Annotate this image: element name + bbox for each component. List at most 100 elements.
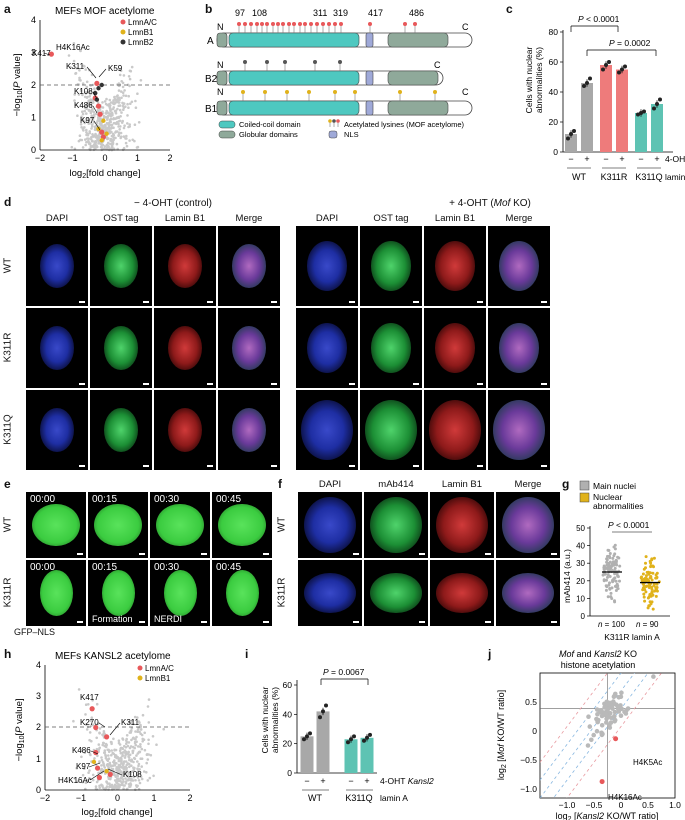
- background-point: [117, 134, 120, 137]
- ytick: 0: [287, 768, 292, 778]
- background-point: [105, 121, 109, 125]
- background-point: [117, 89, 121, 92]
- ytick: 40: [576, 542, 585, 551]
- background-point: [103, 145, 107, 148]
- scale-bar: [143, 301, 149, 303]
- background-point: [139, 728, 143, 731]
- background-point: [137, 121, 141, 124]
- volcano-h-yticks: 0 1 2 3 4: [36, 660, 41, 795]
- acetyl-lysine: [271, 22, 275, 26]
- background-point: [97, 142, 100, 145]
- background-point: [113, 762, 116, 765]
- dot: [652, 556, 656, 560]
- background-point: [112, 117, 115, 121]
- background-point: [115, 142, 119, 146]
- background-point: [124, 105, 127, 108]
- panel-label-d: d: [4, 195, 12, 209]
- dot: [605, 578, 608, 582]
- nucleus: [436, 573, 488, 613]
- legend-a-1: LmnB1: [128, 28, 154, 37]
- svg-text:0: 0: [36, 785, 41, 795]
- panel-label-j: j: [488, 647, 492, 661]
- acetyl-lysine: [281, 22, 285, 26]
- legend-h-1: LmnB1: [145, 674, 171, 683]
- scale-bar: [77, 553, 83, 555]
- d-image-control-k311q-merge: [218, 390, 280, 470]
- background-point: [120, 783, 124, 786]
- row-label-b2: B2: [205, 74, 218, 85]
- background-point: [83, 109, 86, 113]
- background-point: [134, 730, 137, 733]
- background-point: [136, 773, 140, 776]
- lamin-b1-acetyl-sites: [241, 90, 437, 101]
- acetyl-lysine: [241, 90, 245, 94]
- e-row-wt: WT: [2, 516, 14, 533]
- nucleus: [436, 496, 488, 554]
- d-image-mofko-wt-red: [424, 226, 486, 306]
- dot: [614, 559, 618, 562]
- background-point: [134, 99, 137, 103]
- background-point: [101, 106, 105, 109]
- background-point: [118, 119, 122, 123]
- background-point: [122, 108, 125, 111]
- background-point: [106, 759, 110, 762]
- background-point: [78, 76, 81, 80]
- a-xtick: −2: [35, 153, 45, 163]
- background-point: [117, 741, 121, 745]
- svg-text:K311Q: K311Q: [345, 793, 372, 803]
- bar: [300, 736, 314, 773]
- background-point: [90, 114, 93, 117]
- replicate-point: [352, 734, 356, 739]
- background-point: [125, 134, 128, 138]
- volcano-a-legend: LmnA/C LmnB1 LmnB2: [120, 18, 157, 47]
- background-point: [133, 740, 137, 744]
- background-point: [87, 771, 90, 774]
- svg-text:−: −: [603, 154, 608, 164]
- globular-tail: [387, 32, 449, 48]
- nucleus: [163, 569, 197, 617]
- background-point: [104, 753, 107, 757]
- background-point: [80, 748, 84, 752]
- e-frame-k311r-1: 00:15 Formation: [88, 560, 148, 626]
- background-point: [105, 780, 108, 783]
- histone-point: [605, 714, 611, 719]
- bar-chart-i: Cells with nuclearabnormalities (%) 0 20 4…: [260, 667, 434, 803]
- nucleus: [32, 503, 80, 547]
- background-point: [75, 766, 78, 770]
- legend-dot-lmna: [120, 19, 126, 25]
- dot: [608, 581, 611, 585]
- background-point: [81, 773, 85, 777]
- acetyl-lysine: [265, 22, 269, 26]
- background-point: [83, 751, 87, 754]
- background-point: [111, 102, 115, 105]
- a-xtick: 2: [167, 153, 172, 163]
- background-point: [126, 83, 130, 87]
- background-point: [93, 87, 96, 90]
- e-frame-k311r-2: 00:30 NERDI: [150, 560, 210, 626]
- background-point: [145, 761, 148, 765]
- dot: [644, 574, 648, 578]
- scale-bar: [79, 301, 85, 303]
- background-point: [126, 114, 129, 117]
- d-image-control-k311r-dapi: [26, 308, 88, 388]
- acetyl-lysine: [433, 90, 437, 94]
- background-point: [121, 763, 125, 767]
- background-point: [88, 131, 91, 135]
- background-point: [95, 736, 98, 740]
- acetyl-lysine: [298, 22, 302, 26]
- histone-point: [585, 743, 591, 748]
- background-point: [112, 752, 115, 756]
- background-point: [111, 112, 114, 115]
- label-k108: K108: [74, 87, 93, 96]
- background-point: [89, 719, 93, 723]
- label-k417: K417: [32, 49, 51, 58]
- dot: [608, 560, 612, 564]
- background-point: [115, 768, 118, 772]
- background-point: [135, 146, 139, 149]
- background-point: [109, 740, 113, 744]
- dot: [607, 549, 611, 552]
- dot: [655, 582, 659, 586]
- panel-label-c: c: [506, 2, 513, 16]
- background-point: [121, 85, 125, 89]
- background-point: [125, 137, 128, 140]
